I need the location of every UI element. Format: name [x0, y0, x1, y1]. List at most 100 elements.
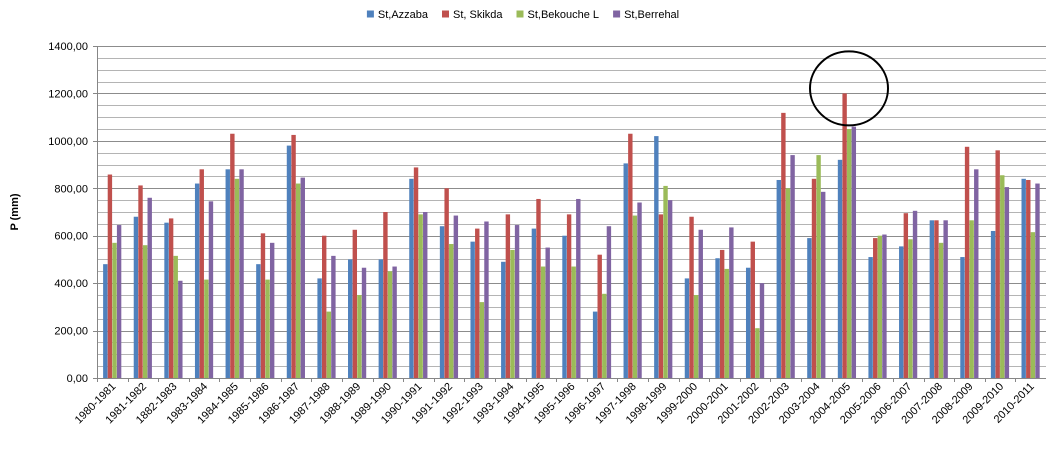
- bar: [269, 242, 275, 378]
- annotations: [809, 50, 889, 127]
- bar: [239, 169, 244, 378]
- bar: [1004, 187, 1010, 378]
- bar: [877, 235, 883, 378]
- bar: [479, 302, 485, 378]
- bar: [510, 249, 515, 378]
- bar: [755, 328, 760, 378]
- bar: [317, 278, 322, 378]
- bar: [851, 126, 857, 378]
- bar: [439, 226, 445, 378]
- bar: [173, 255, 178, 378]
- bar: [1035, 183, 1040, 378]
- bar: [204, 279, 209, 378]
- bar: [453, 215, 459, 378]
- bar: [684, 278, 690, 378]
- bar: [444, 188, 449, 378]
- bar: [378, 259, 384, 378]
- bar: [689, 216, 694, 378]
- bar: [423, 212, 428, 378]
- bar: [964, 146, 970, 378]
- bar: [413, 167, 419, 378]
- bar: [816, 155, 821, 378]
- bar: [484, 221, 489, 378]
- bar: [103, 264, 108, 378]
- bar: [107, 174, 113, 378]
- axes: [97, 46, 1046, 382]
- bar: [882, 234, 887, 378]
- bar: [1030, 232, 1036, 378]
- bar: [693, 295, 699, 378]
- y-tick-label: 0,00: [67, 373, 88, 385]
- bar: [811, 178, 817, 378]
- bar: [637, 202, 642, 378]
- bar: [837, 159, 843, 378]
- bar: [147, 197, 152, 378]
- bar: [943, 220, 948, 378]
- bar: [291, 134, 296, 378]
- bar: [623, 163, 628, 378]
- legend-label: St, Skikda: [453, 9, 503, 21]
- bar: [531, 228, 537, 378]
- legend-swatch: [442, 10, 449, 18]
- legend-item: St,Azzaba: [366, 9, 429, 21]
- bar: [116, 225, 122, 378]
- bar: [138, 185, 143, 378]
- bar: [785, 188, 791, 378]
- y-tick-label: 600,00: [54, 231, 88, 243]
- gridlines: [97, 46, 1046, 367]
- bar: [326, 311, 331, 378]
- bar: [418, 214, 423, 378]
- y-tick-label: 400,00: [54, 278, 88, 290]
- x-tick-labels: 1980-19811981-19821882-19831983-19841984…: [73, 381, 1037, 427]
- bar: [842, 93, 847, 379]
- bar: [912, 210, 918, 378]
- bar: [903, 213, 909, 378]
- bar: [286, 145, 292, 378]
- bars: [103, 93, 1040, 379]
- series-st-bekouche-l: [112, 129, 1036, 378]
- legend-item: St,Berrehal: [613, 9, 679, 21]
- bar: [392, 266, 397, 378]
- bar: [112, 242, 117, 378]
- bar: [164, 222, 169, 378]
- bar: [1000, 175, 1005, 378]
- legend-label: St,Berrehal: [624, 9, 679, 21]
- bar: [199, 169, 204, 378]
- highlight-circle: [809, 50, 889, 127]
- bar: [352, 229, 358, 378]
- y-tick-label: 1400,00: [48, 41, 88, 53]
- bar: [719, 249, 725, 378]
- bar: [602, 293, 607, 378]
- legend-item: St, Skikda: [442, 9, 503, 21]
- bar: [873, 238, 878, 378]
- bar: [208, 201, 214, 378]
- bar: [729, 227, 734, 378]
- y-tick-label: 1000,00: [48, 136, 88, 148]
- bar: [576, 198, 581, 378]
- bar: [265, 279, 270, 378]
- bar: [571, 266, 576, 378]
- y-tick-label: 800,00: [54, 183, 88, 195]
- bar: [361, 267, 367, 378]
- bar: [178, 280, 183, 378]
- bar: [300, 177, 305, 378]
- bar: [807, 238, 812, 378]
- bar: [357, 295, 362, 378]
- bar: [632, 215, 638, 378]
- y-tick-label: 1200,00: [48, 88, 88, 100]
- bar: [1026, 179, 1031, 378]
- bar: [387, 271, 393, 378]
- bar: [566, 214, 572, 378]
- series-st-skikda: [107, 93, 1031, 379]
- bar: [969, 220, 974, 378]
- bar: [256, 264, 261, 378]
- bar: [934, 220, 939, 378]
- bar: [974, 169, 979, 378]
- bar: [592, 311, 598, 378]
- bar: [908, 239, 913, 378]
- bar: [383, 212, 388, 378]
- legend-item: St,Bekouche L: [516, 9, 599, 21]
- bar: [449, 244, 454, 378]
- bar: [606, 226, 612, 378]
